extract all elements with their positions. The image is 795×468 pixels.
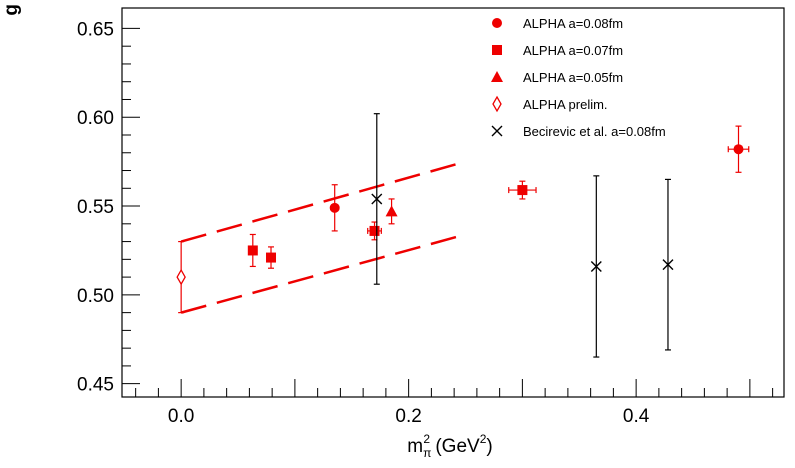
circle-marker (733, 144, 744, 155)
data-point (727, 125, 750, 173)
square-marker (369, 225, 380, 236)
y-tick-label: 0.65 (77, 19, 114, 40)
y-axis-label: g (1, 4, 22, 16)
cross-marker (491, 125, 503, 137)
x-tick-label: 0.0 (168, 406, 194, 427)
circle-marker (329, 202, 340, 213)
x-axis-label-sub: π (423, 446, 431, 460)
x-axis-label-main: m (407, 436, 423, 457)
x-axis-label-unit-prefix: (GeV (430, 436, 480, 457)
cross-marker (662, 259, 674, 271)
data-point (367, 221, 382, 241)
square-marker (266, 252, 277, 263)
x-axis-label-unit-suffix: ) (486, 436, 492, 457)
plot-frame (121, 7, 785, 398)
legend-entry: ALPHA a=0.07fm (492, 43, 623, 58)
legend-label: ALPHA a=0.08fm (523, 16, 623, 31)
data-point (508, 180, 537, 200)
data-points (176, 113, 750, 358)
cross-marker (371, 193, 383, 205)
legend-entry: ALPHA a=0.05fm (491, 70, 623, 85)
data-point (385, 198, 398, 225)
circle-marker (492, 18, 502, 28)
fit-band-lower (180, 233, 466, 314)
series-square (247, 180, 537, 269)
data-point (662, 178, 674, 351)
series-cross (371, 113, 674, 358)
y-tick-label: 0.50 (77, 286, 114, 307)
series-triangle (385, 198, 398, 225)
x-axis-label-sup: 2 (423, 432, 430, 446)
legend: ALPHA a=0.08fm ALPHA a=0.07fm ALPHA a=0.05… (491, 16, 666, 139)
plot-border (121, 7, 785, 398)
data-point (329, 184, 340, 232)
fit-bands (180, 160, 466, 314)
y-tick-label: 0.60 (77, 108, 114, 129)
legend-entry: ALPHA a=0.08fm (492, 16, 623, 31)
x-axis-label: mπ2 (GeV2) (407, 432, 492, 460)
triangle-marker (385, 205, 398, 217)
data-point (590, 175, 602, 358)
x-axis-label-unit-sup: 2 (480, 432, 487, 446)
x-tick-label: 0.2 (395, 406, 421, 427)
open-diamond-marker (176, 268, 186, 286)
legend-entry: ALPHA prelim. (492, 95, 608, 113)
legend-label: ALPHA a=0.07fm (523, 43, 623, 58)
triangle-marker (491, 71, 503, 82)
square-marker (247, 245, 258, 256)
square-marker (517, 185, 528, 196)
y-tick-label: 0.45 (77, 375, 114, 396)
tick-labels: 0.45 0.50 0.55 0.60 0.65 0.0 0.2 0.4 (77, 19, 650, 427)
data-point (371, 113, 383, 285)
square-marker (492, 45, 502, 55)
legend-label: Becirevic et al. a=0.08fm (523, 124, 666, 139)
series-circle (329, 125, 750, 232)
legend-label: ALPHA prelim. (523, 97, 608, 112)
fit-band-upper (180, 160, 466, 243)
legend-label: ALPHA a=0.05fm (523, 70, 623, 85)
data-point (176, 240, 186, 314)
axis-ticks (122, 27, 774, 397)
legend-entry: Becirevic et al. a=0.08fm (491, 124, 666, 139)
series-open-diamond (176, 240, 186, 314)
y-tick-label: 0.55 (77, 197, 114, 218)
x-tick-label: 0.4 (623, 406, 650, 427)
cross-marker (590, 260, 602, 272)
data-point (247, 233, 258, 268)
open-diamond-marker (492, 95, 502, 113)
data-point (266, 246, 277, 269)
